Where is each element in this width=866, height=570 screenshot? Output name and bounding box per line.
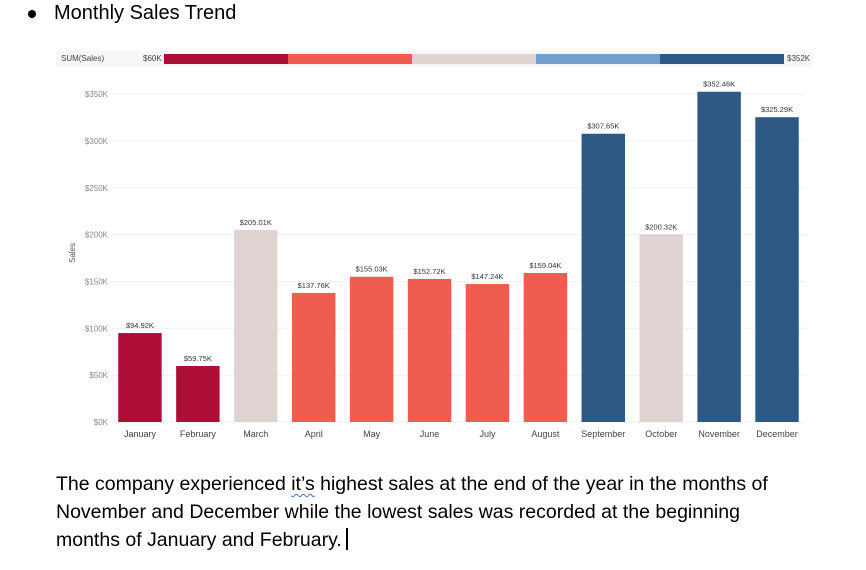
bar xyxy=(118,333,162,422)
x-tick-label: September xyxy=(581,429,625,439)
x-tick-label: April xyxy=(305,429,323,439)
bar xyxy=(581,133,626,423)
bar xyxy=(639,234,683,422)
bar xyxy=(465,284,510,422)
legend-min-label: $60K xyxy=(143,54,162,63)
y-axis-label: Sales xyxy=(68,243,77,263)
data-label: $159.04K xyxy=(529,261,561,270)
data-label: $152.72K xyxy=(413,267,445,276)
x-tick-label: November xyxy=(698,429,740,439)
legend-color-segment xyxy=(412,54,536,64)
legend-label: SUM(Sales) xyxy=(61,54,105,63)
x-tick-label: August xyxy=(531,429,560,439)
y-tick-label: $200K xyxy=(85,231,109,240)
data-label: $94.92K xyxy=(126,321,154,330)
bar xyxy=(176,366,220,422)
legend-color-segment xyxy=(164,54,288,64)
x-tick-label: January xyxy=(124,429,157,439)
bar xyxy=(523,272,568,422)
legend-color-segment xyxy=(536,54,660,64)
legend-color-segment xyxy=(660,54,784,64)
bar xyxy=(755,117,799,422)
legend-color-segment xyxy=(288,54,412,64)
y-tick-label: $250K xyxy=(85,184,109,193)
legend-max-label: $352K xyxy=(787,54,811,63)
x-tick-label: December xyxy=(756,429,798,439)
data-label: $325.29K xyxy=(761,105,793,114)
y-tick-label: $150K xyxy=(85,277,109,286)
data-label: $200.32K xyxy=(645,222,677,231)
flagged-word[interactable]: it’s xyxy=(291,473,315,495)
y-tick-label: $0K xyxy=(94,418,109,427)
data-label: $59.75K xyxy=(184,354,212,363)
bar xyxy=(234,229,278,422)
bullet-icon xyxy=(28,9,36,18)
bar xyxy=(697,91,741,422)
paragraph-text-end: highest sales at the end of the year in … xyxy=(56,473,768,551)
y-tick-label: $300K xyxy=(85,137,109,146)
text-cursor xyxy=(345,528,348,550)
data-label: $205.01K xyxy=(240,218,272,227)
data-label: $155.03K xyxy=(356,265,388,274)
y-tick-label: $350K xyxy=(85,90,109,99)
y-tick-label: $100K xyxy=(85,324,109,333)
heading-text: Monthly Sales Trend xyxy=(54,2,237,24)
data-label: $147.24K xyxy=(471,272,503,281)
summary-paragraph[interactable]: The company experienced it’s highest sal… xyxy=(56,470,776,554)
data-label: $137.76K xyxy=(298,281,330,290)
x-tick-label: February xyxy=(180,429,217,439)
bar xyxy=(349,276,394,422)
x-tick-label: July xyxy=(479,429,496,439)
legend-color-ramp xyxy=(164,54,784,64)
heading: Monthly Sales Trend xyxy=(28,2,236,25)
x-tick-label: March xyxy=(243,429,268,439)
data-label: $307.65K xyxy=(587,122,619,131)
y-tick-label: $50K xyxy=(89,371,108,380)
bar xyxy=(407,278,452,422)
color-legend: SUM(Sales) $60K $352K xyxy=(56,51,812,67)
bar-chart: $0K $50K $100K $150K $200K $250K $300K $350K Sal… xyxy=(68,80,806,439)
data-label: $352.46K xyxy=(703,80,735,89)
x-tick-label: October xyxy=(645,429,677,439)
bar xyxy=(291,292,336,422)
x-tick-label: May xyxy=(363,429,381,439)
x-tick-label: June xyxy=(420,429,440,439)
paragraph-text-start: The company experienced xyxy=(56,473,292,495)
